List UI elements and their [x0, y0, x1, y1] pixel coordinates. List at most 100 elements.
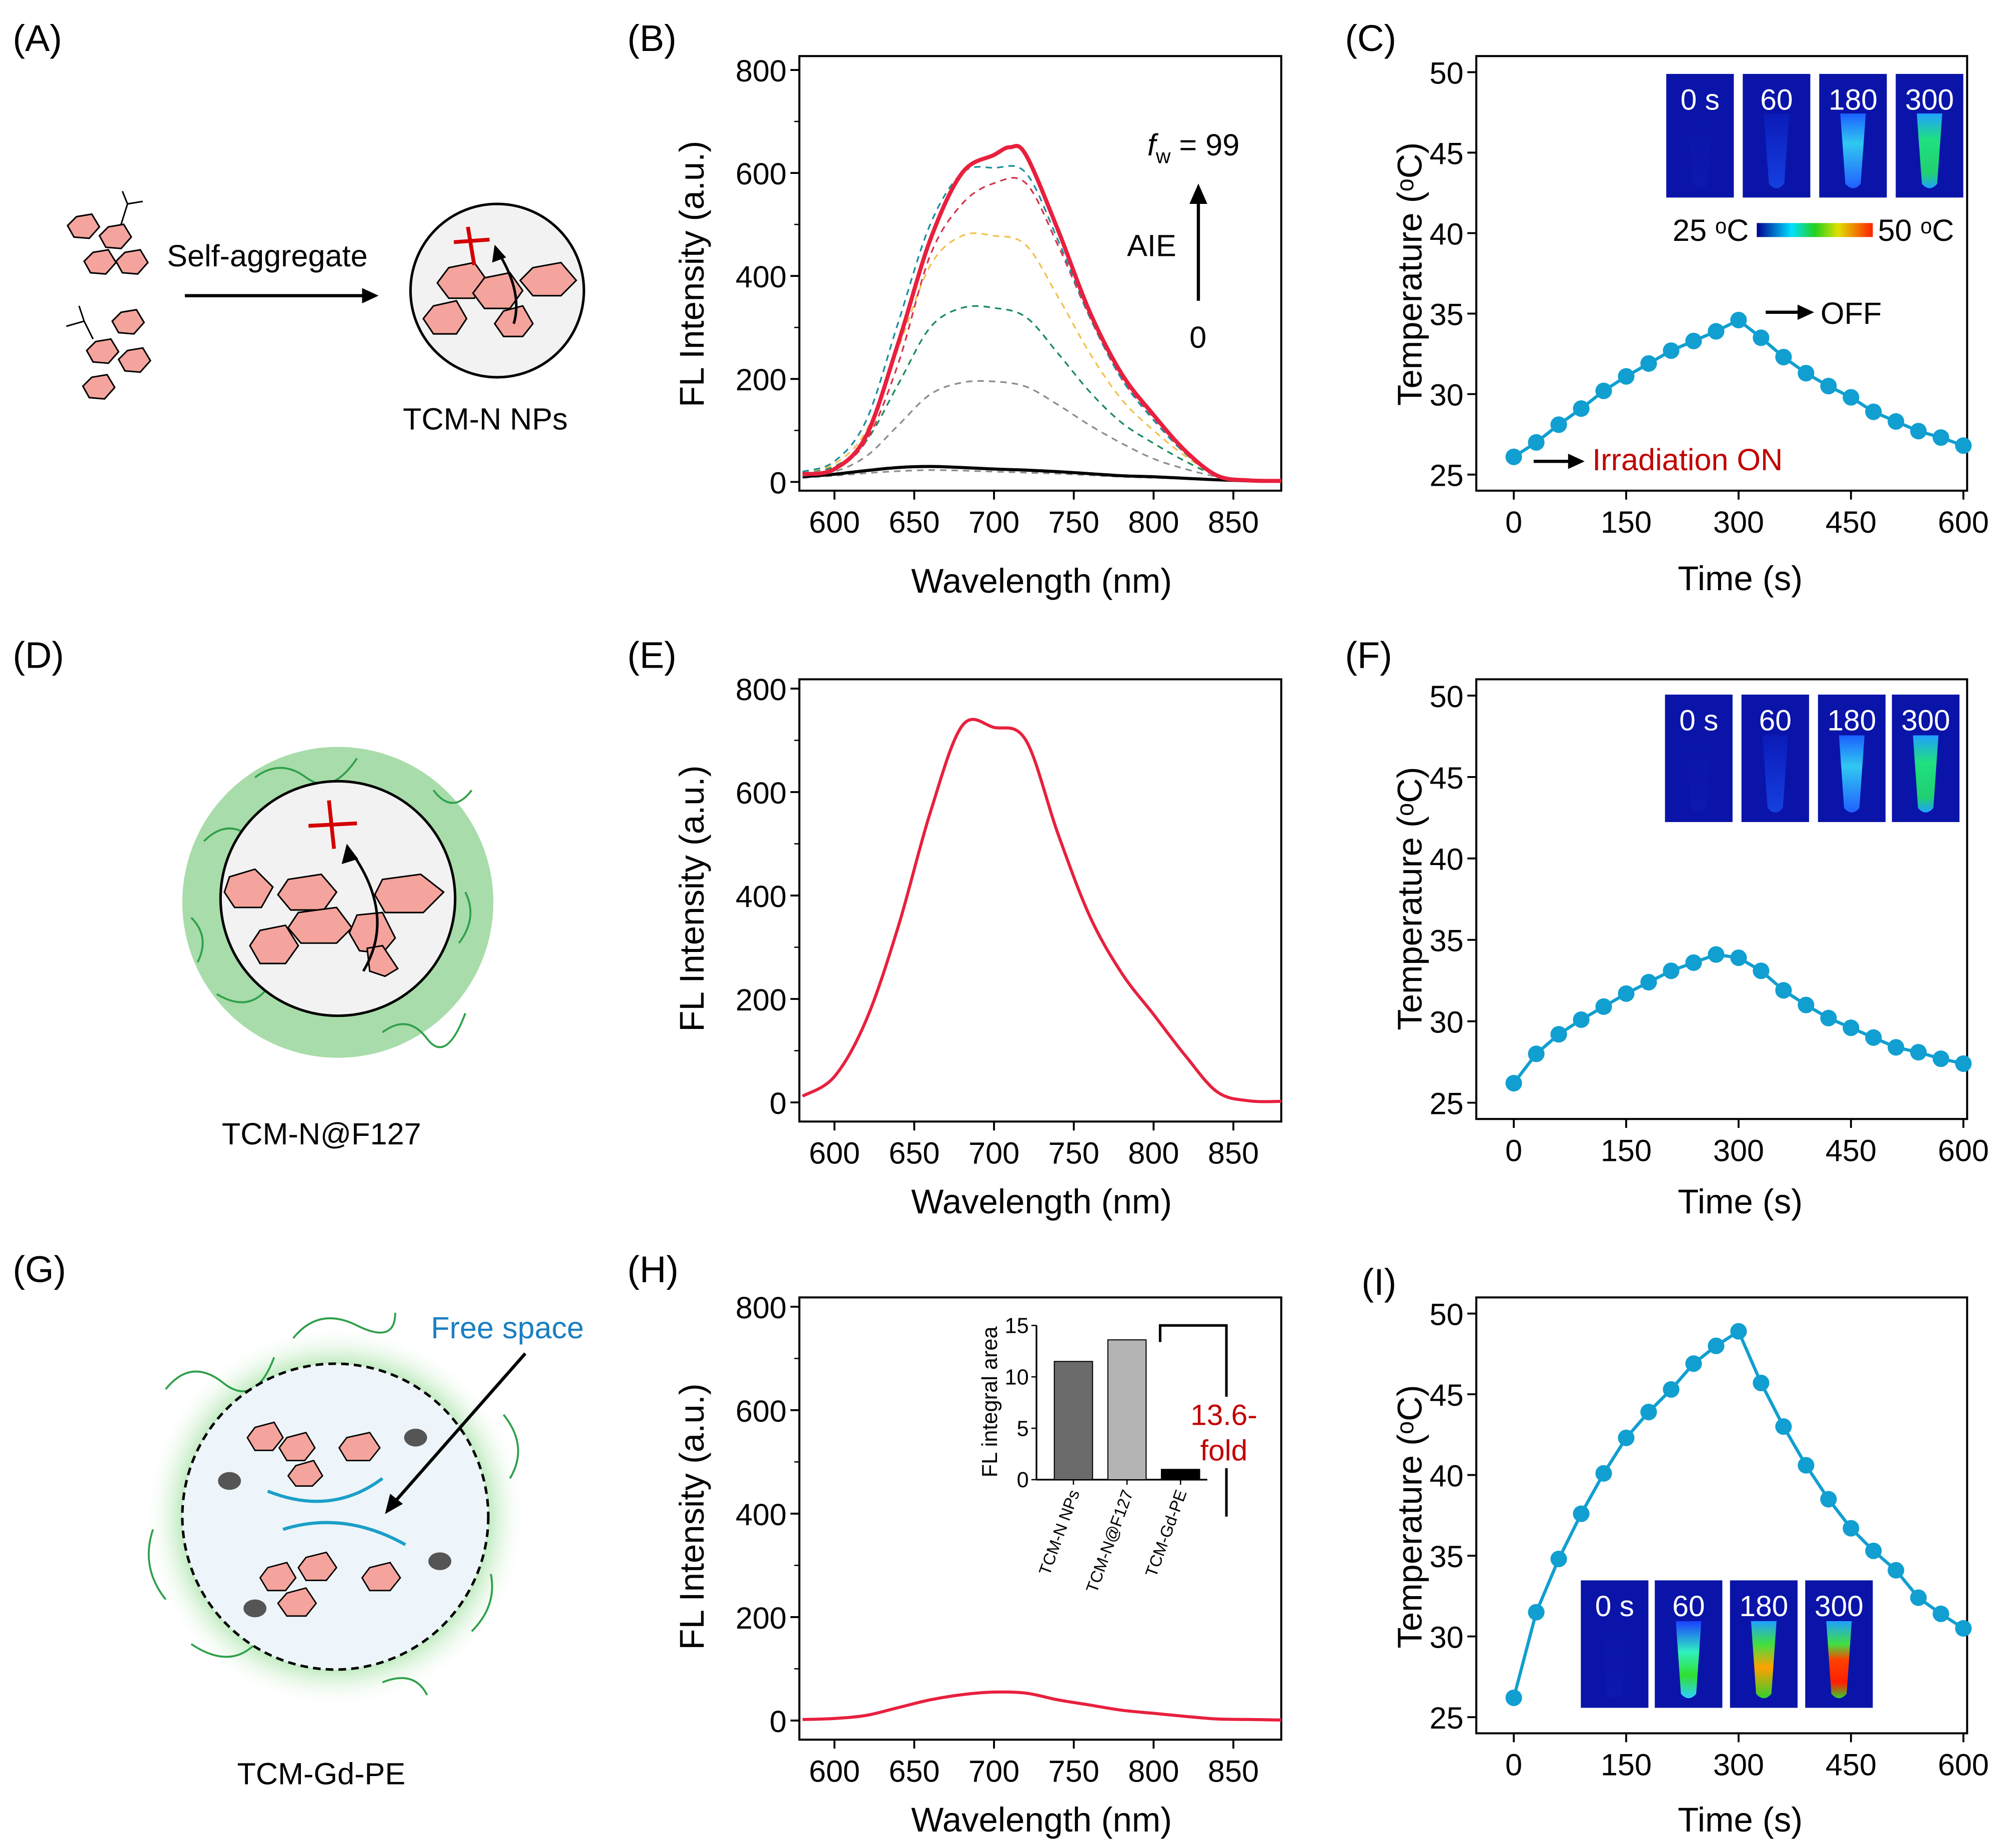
i-x-tick-label: 300 — [1713, 1748, 1764, 1782]
h-inset-y-tick-label: 10 — [1004, 1366, 1028, 1390]
c-data-point — [1708, 323, 1725, 340]
i-data-point — [1888, 1562, 1905, 1579]
i-plot-frame — [1475, 1296, 1969, 1735]
h-inset-x-tick-label: TCM-N@F127 — [1083, 1488, 1137, 1596]
f-x-tick-label: 150 — [1601, 1133, 1652, 1167]
f-y-tick-label: 35 — [1429, 924, 1463, 958]
f-y-tick-label: 25 — [1429, 1087, 1463, 1121]
h-inset-y-tick-label: 15 — [1004, 1314, 1028, 1338]
b-y-tick-label: 200 — [736, 363, 787, 397]
c-y-tick-label: 30 — [1429, 378, 1463, 412]
molecule-icon — [66, 190, 149, 275]
c-x-tick-label: 150 — [1601, 505, 1652, 539]
thermal-image-label: 0 s — [1679, 704, 1718, 737]
tcm-gd-pe-caption: TCM-Gd-PE — [237, 1757, 405, 1791]
i-data-point — [1753, 1374, 1770, 1392]
f-x-axis-title: Time (s) — [1678, 1182, 1803, 1221]
f-data-point — [1933, 1050, 1950, 1067]
tube-heat-icon — [1826, 1621, 1852, 1699]
i-y-tick-label: 40 — [1429, 1459, 1463, 1493]
tcm-n-nps-caption: TCM-N NPs — [403, 402, 568, 436]
h-y-tick-label: 200 — [736, 1601, 787, 1635]
h-x-tick-label: 700 — [969, 1754, 1019, 1788]
i-data-point — [1663, 1381, 1680, 1398]
b-x-tick-label: 800 — [1128, 505, 1179, 539]
e-x-axis-title: Wavelength (nm) — [911, 1182, 1172, 1221]
rotation-arrow-icon — [498, 254, 518, 324]
i-data-point — [1595, 1465, 1612, 1482]
i-data-point — [1775, 1418, 1792, 1435]
f-data-point — [1955, 1055, 1972, 1072]
tube-heat-icon — [1913, 735, 1939, 813]
blocked-cross-icon — [308, 800, 357, 849]
colorbar-max-label: 50 ᵒC — [1878, 213, 1954, 247]
b-x-axis-title: Wavelength (nm) — [911, 562, 1172, 600]
i-data-point — [1798, 1457, 1815, 1474]
h-inset-bar — [1053, 1361, 1093, 1480]
c-series-line — [1513, 318, 1964, 458]
c-data-point — [1685, 332, 1702, 349]
f-data-point — [1595, 998, 1612, 1015]
aggregated-molecules-icon — [223, 868, 445, 977]
arrowhead-icon — [341, 844, 358, 865]
arrowhead-icon — [1568, 453, 1585, 469]
e-x-tick-label: 750 — [1048, 1136, 1099, 1170]
e-x-tick-label: 700 — [969, 1136, 1019, 1170]
off-label: OFF — [1821, 296, 1882, 330]
b-x-tick-label: 850 — [1208, 505, 1259, 539]
b-series-line — [802, 465, 1281, 483]
h-series-line — [802, 1690, 1281, 1722]
i-data-point — [1640, 1404, 1657, 1421]
c-data-point — [1798, 365, 1815, 382]
f-data-point — [1573, 1011, 1590, 1028]
c-y-tick-label: 25 — [1429, 459, 1463, 493]
f-data-point — [1550, 1026, 1567, 1043]
f-data-point — [1888, 1039, 1905, 1056]
molecule-icon — [66, 305, 151, 400]
c-data-point — [1595, 382, 1612, 399]
b-x-tick-label: 650 — [889, 505, 940, 539]
tube-heat-icon — [1840, 113, 1866, 188]
c-data-point — [1753, 329, 1770, 346]
h-inset-x-tick-label: TCM-N NPs — [1035, 1488, 1083, 1578]
b-y-tick-label: 400 — [736, 260, 787, 294]
arrowhead-icon — [492, 244, 506, 263]
e-x-tick-label: 850 — [1208, 1136, 1259, 1170]
chain-arcs-icon — [267, 1477, 406, 1546]
f-y-tick-label: 30 — [1429, 1005, 1463, 1039]
i-data-point — [1618, 1429, 1635, 1446]
f-data-point — [1730, 949, 1747, 966]
panel-label-a: (A) — [13, 17, 62, 59]
fold-label-line2: fold — [1200, 1435, 1248, 1467]
b-series-line — [802, 380, 1281, 482]
f-data-point — [1910, 1044, 1927, 1061]
nanoparticle-core-icon — [181, 1362, 490, 1671]
dispersed-molecules-icon — [246, 1421, 401, 1617]
h-inset-x-tick-label: TCM-Gd-PE — [1142, 1488, 1190, 1580]
h-y-tick-label: 0 — [770, 1705, 787, 1739]
tube-heat-icon — [1764, 113, 1790, 188]
i-data-point — [1573, 1505, 1590, 1522]
b-plot-frame — [798, 55, 1282, 492]
colorbar — [1757, 223, 1873, 237]
i-data-point — [1865, 1542, 1882, 1560]
b-series-line — [802, 143, 1281, 483]
i-x-tick-label: 600 — [1938, 1748, 1989, 1782]
h-plot-frame — [798, 1296, 1282, 1741]
f-data-point — [1843, 1019, 1860, 1036]
irradiation-on-label: Irradiation ON — [1592, 443, 1783, 477]
panel-a-diagram: Self-aggregate TCM-N NPs — [66, 190, 585, 436]
c-data-point — [1820, 377, 1837, 395]
c-data-point — [1843, 389, 1860, 406]
h-x-tick-label: 800 — [1128, 1754, 1179, 1788]
comparison-bracket — [1158, 1324, 1228, 1517]
c-y-tick-label: 45 — [1429, 136, 1463, 170]
tube-heat-icon — [1751, 1621, 1777, 1699]
c-data-point — [1775, 348, 1792, 366]
b-y-tick-label: 600 — [736, 157, 787, 191]
thermal-image-label: 180 — [1827, 704, 1876, 737]
b-x-tick-label: 600 — [809, 505, 860, 539]
panel-label-f: (F) — [1345, 634, 1392, 676]
arrowhead-icon — [385, 1494, 403, 1514]
